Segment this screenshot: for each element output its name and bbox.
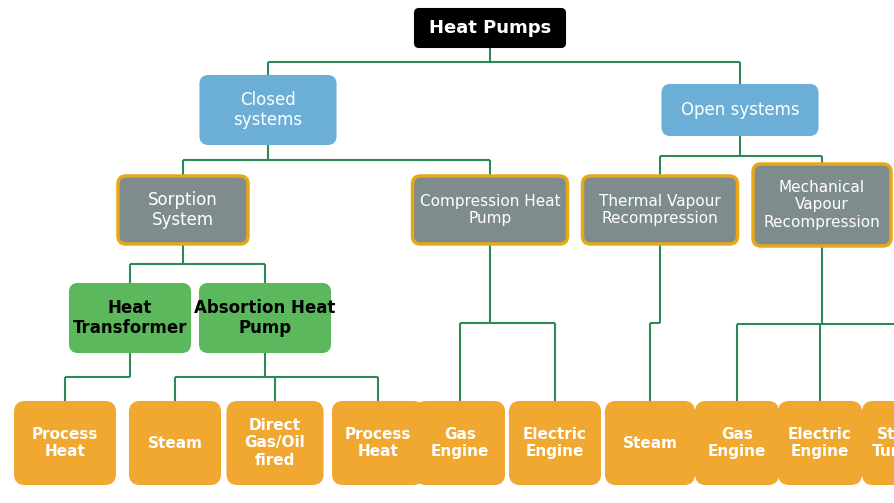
Text: Mechanical
Vapour
Recompression: Mechanical Vapour Recompression xyxy=(763,180,881,230)
FancyBboxPatch shape xyxy=(412,176,568,244)
FancyBboxPatch shape xyxy=(583,176,738,244)
FancyBboxPatch shape xyxy=(118,176,248,244)
FancyBboxPatch shape xyxy=(779,402,861,484)
FancyBboxPatch shape xyxy=(227,402,323,484)
FancyBboxPatch shape xyxy=(416,402,504,484)
FancyBboxPatch shape xyxy=(696,402,778,484)
Text: Closed
systems: Closed systems xyxy=(233,91,302,129)
Text: Sorption
System: Sorption System xyxy=(148,191,218,229)
FancyBboxPatch shape xyxy=(662,85,817,135)
Text: Heat
Transformer: Heat Transformer xyxy=(72,299,187,338)
Text: Steam
Turbine: Steam Turbine xyxy=(872,427,894,459)
FancyBboxPatch shape xyxy=(333,402,423,484)
Text: Process
Heat: Process Heat xyxy=(345,427,411,459)
FancyBboxPatch shape xyxy=(415,9,565,47)
Text: Heat Pumps: Heat Pumps xyxy=(429,19,551,37)
FancyBboxPatch shape xyxy=(70,284,190,352)
Text: Compression Heat
Pump: Compression Heat Pump xyxy=(419,194,561,226)
Text: Open systems: Open systems xyxy=(680,101,799,119)
Text: Gas
Engine: Gas Engine xyxy=(708,427,766,459)
FancyBboxPatch shape xyxy=(606,402,694,484)
Text: Steam: Steam xyxy=(148,436,203,451)
Text: Electric
Engine: Electric Engine xyxy=(523,427,587,459)
Text: Absortion Heat
Pump: Absortion Heat Pump xyxy=(194,299,335,338)
Text: Electric
Engine: Electric Engine xyxy=(789,427,852,459)
Text: Direct
Gas/Oil
fired: Direct Gas/Oil fired xyxy=(245,418,306,468)
Text: Gas
Engine: Gas Engine xyxy=(431,427,489,459)
Text: Process
Heat: Process Heat xyxy=(32,427,98,459)
FancyBboxPatch shape xyxy=(510,402,600,484)
FancyBboxPatch shape xyxy=(130,402,220,484)
FancyBboxPatch shape xyxy=(200,284,330,352)
FancyBboxPatch shape xyxy=(200,76,335,144)
Text: Steam: Steam xyxy=(622,436,678,451)
FancyBboxPatch shape xyxy=(15,402,115,484)
Text: Thermal Vapour
Recompression: Thermal Vapour Recompression xyxy=(599,194,721,226)
FancyBboxPatch shape xyxy=(753,164,891,246)
FancyBboxPatch shape xyxy=(863,402,894,484)
